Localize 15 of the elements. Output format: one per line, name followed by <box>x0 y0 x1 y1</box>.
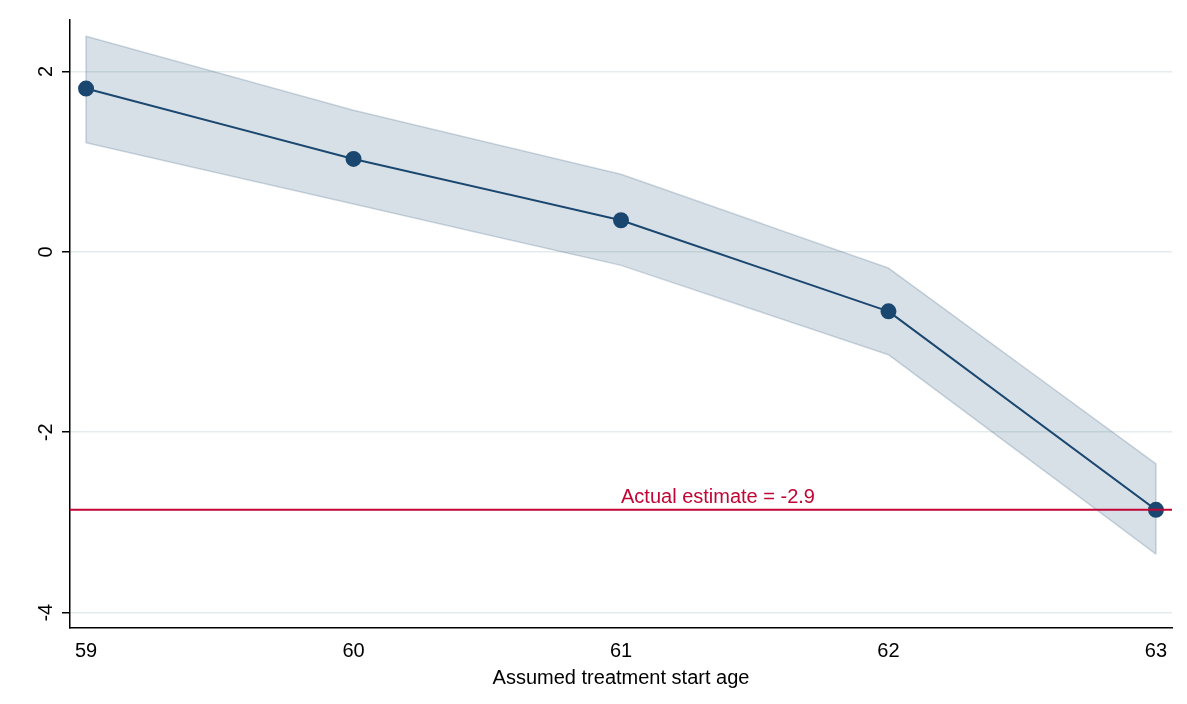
x-tick-label: 61 <box>609 638 633 661</box>
point <box>345 150 362 167</box>
y-tick-label: 2 <box>33 65 56 77</box>
point <box>880 303 897 320</box>
y-tick-label: -2 <box>33 423 56 442</box>
x-tick-label: 60 <box>342 638 365 661</box>
x-tick-label: 63 <box>1144 638 1168 661</box>
ref-line-label: Actual estimate = -2.9 <box>621 485 815 508</box>
y-tick-label: -4 <box>33 603 56 622</box>
x-tick-label: 62 <box>877 638 900 661</box>
point <box>78 80 95 97</box>
x-axis-title: Assumed treatment start age <box>492 665 750 688</box>
y-tick-label: 0 <box>33 246 56 258</box>
point <box>613 212 629 229</box>
x-tick-label: 59 <box>74 638 98 661</box>
